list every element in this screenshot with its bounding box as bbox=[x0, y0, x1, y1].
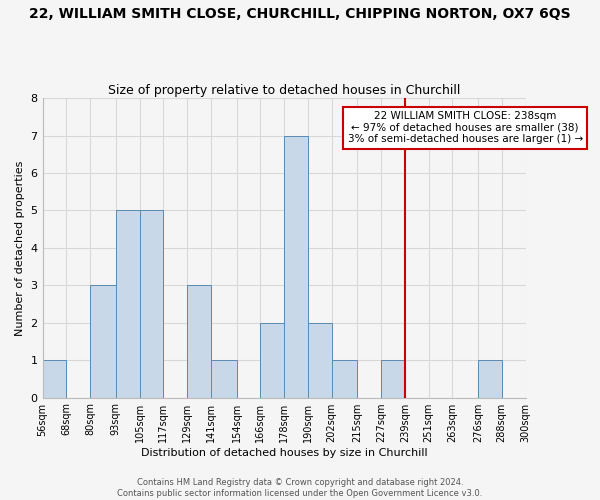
Text: 22 WILLIAM SMITH CLOSE: 238sqm
← 97% of detached houses are smaller (38)
3% of s: 22 WILLIAM SMITH CLOSE: 238sqm ← 97% of … bbox=[347, 112, 583, 144]
Bar bbox=[140, 210, 163, 398]
Bar bbox=[284, 136, 308, 398]
Bar bbox=[260, 322, 284, 398]
Title: Size of property relative to detached houses in Churchill: Size of property relative to detached ho… bbox=[108, 84, 460, 97]
Bar bbox=[211, 360, 236, 398]
Bar bbox=[187, 286, 211, 398]
Y-axis label: Number of detached properties: Number of detached properties bbox=[15, 160, 25, 336]
Bar bbox=[332, 360, 357, 398]
Text: Contains HM Land Registry data © Crown copyright and database right 2024.
Contai: Contains HM Land Registry data © Crown c… bbox=[118, 478, 482, 498]
X-axis label: Distribution of detached houses by size in Churchill: Distribution of detached houses by size … bbox=[141, 448, 427, 458]
Bar bbox=[90, 286, 116, 398]
Bar bbox=[478, 360, 502, 398]
Bar bbox=[43, 360, 66, 398]
Bar bbox=[381, 360, 405, 398]
Text: 22, WILLIAM SMITH CLOSE, CHURCHILL, CHIPPING NORTON, OX7 6QS: 22, WILLIAM SMITH CLOSE, CHURCHILL, CHIP… bbox=[29, 8, 571, 22]
Bar bbox=[116, 210, 140, 398]
Bar bbox=[308, 322, 332, 398]
